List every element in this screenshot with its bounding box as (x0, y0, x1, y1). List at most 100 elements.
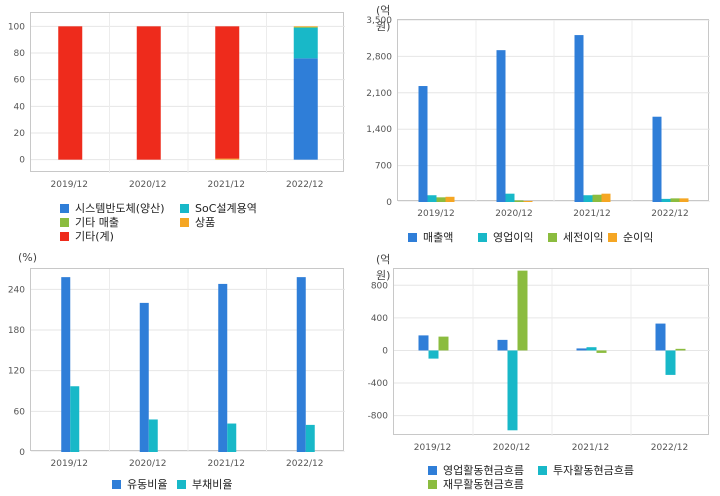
legend-swatch (60, 203, 69, 213)
x-tick-label: 2019/12 (51, 459, 88, 469)
y-tick-label: 0 (386, 198, 392, 208)
bar (596, 350, 607, 353)
bar (665, 350, 676, 375)
y-tick-label: 0 (19, 156, 25, 166)
bar (523, 200, 533, 202)
chart-1-axes: 0 20 40 60 80 100 2019/12 2020/12 2021/12 2022/12 (8, 22, 324, 190)
y-tick-label: 2,100 (366, 89, 392, 99)
legend-swatch (180, 203, 189, 213)
y-tick-label: -400 (368, 379, 389, 389)
legend-item[interactable]: 시스템반도체(양산) (60, 200, 165, 216)
bar (293, 27, 318, 28)
y-tick-label: 800 (371, 281, 388, 291)
y-tick-label: 3,500 (366, 16, 392, 26)
y-tick-label: -800 (368, 412, 389, 422)
legend-label: SoC설계용역 (195, 202, 257, 215)
y-tick-label: 700 (375, 162, 392, 172)
bar (305, 424, 315, 452)
legend-label: 세전이익 (563, 231, 604, 244)
legend-swatch (548, 232, 557, 242)
x-tick-label: 2022/12 (286, 180, 323, 190)
bar (58, 26, 83, 160)
bar (293, 26, 318, 27)
legend-label: 재무활동현금흐름 (443, 478, 524, 491)
legend-item[interactable]: 기타 매출 (60, 214, 119, 230)
legend-swatch (60, 231, 69, 241)
chart-1-plot (30, 12, 345, 173)
x-tick-label: 2022/12 (286, 459, 323, 469)
chart-3-plot (30, 268, 345, 453)
y-tick-label: 2,800 (366, 52, 392, 62)
chart-4-axes: -800 -400 0 400 800 2019/12 2020/12 2021/12 2022… (368, 281, 689, 453)
legend-item[interactable]: 기타(계) (60, 228, 114, 244)
legend-item[interactable]: 상품 (180, 214, 215, 230)
bar (139, 302, 149, 452)
bar (293, 58, 318, 160)
chart-2-plot (397, 19, 710, 203)
chart-4-plot (393, 268, 710, 436)
legend-label: 기타 매출 (75, 216, 119, 229)
legend-item[interactable]: 영업활동현금흐름 (428, 462, 524, 478)
legend-label: 투자활동현금흐름 (553, 464, 634, 477)
legend-item[interactable]: 유동비율 (112, 476, 167, 492)
bar (427, 195, 437, 202)
legend-item[interactable]: 순이익 (608, 229, 653, 245)
legend-label: 영업활동현금흐름 (443, 464, 524, 477)
y-tick-label: 180 (8, 326, 25, 336)
legend-swatch (538, 465, 547, 475)
legend-label: 영업이익 (493, 231, 534, 244)
x-tick-label: 2020/12 (495, 209, 532, 219)
chart-4-unit: (억원) (376, 253, 391, 282)
legend-item[interactable]: 재무활동현금흐름 (428, 476, 524, 492)
bar (296, 277, 306, 452)
y-tick-label: 80 (14, 49, 26, 59)
legend-swatch (608, 232, 617, 242)
chart-3-axes: 0 60 120 180 240 2019/12 2020/12 2021/12 2022/12 (8, 285, 324, 469)
y-tick-label: 400 (371, 314, 388, 324)
y-tick-label: 1,400 (366, 125, 392, 135)
legend-item[interactable]: 투자활동현금흐름 (538, 462, 634, 478)
x-tick-label: 2022/12 (651, 209, 688, 219)
legend-item[interactable]: 매출액 (408, 229, 453, 245)
y-tick-label: 240 (8, 285, 25, 295)
x-tick-label: 2021/12 (208, 459, 245, 469)
chart-2-axes: 0 700 1,400 2,100 2,800 3,500 2019/12 2020/12 20… (366, 16, 688, 219)
y-tick-label: 60 (14, 76, 26, 86)
chart-1-svg (31, 13, 345, 173)
bar (507, 350, 518, 431)
bar (428, 350, 439, 359)
legend-label: 매출액 (423, 231, 454, 244)
legend-item[interactable]: SoC설계용역 (180, 200, 257, 216)
x-tick-label: 2019/12 (414, 443, 451, 453)
bar (496, 50, 506, 202)
legend-swatch (408, 232, 417, 242)
bar (215, 26, 240, 159)
legend-swatch (177, 479, 186, 489)
bar (574, 35, 584, 202)
legend-item[interactable]: 영업이익 (478, 229, 533, 245)
legend-label: 기타(계) (75, 230, 114, 243)
x-tick-label: 2022/12 (651, 443, 688, 453)
bar (136, 26, 161, 160)
bar (517, 270, 528, 351)
y-tick-label: 0 (19, 448, 25, 458)
x-tick-label: 2021/12 (573, 209, 610, 219)
bar (601, 193, 611, 202)
legend-swatch (478, 232, 487, 242)
chart-4-svg (394, 269, 710, 436)
legend-item[interactable]: 부채비율 (177, 476, 232, 492)
bar (218, 283, 228, 452)
chart-2-unit: (억원) (376, 4, 391, 33)
x-tick-label: 2021/12 (572, 443, 609, 453)
bar (576, 348, 587, 351)
y-tick-label: 120 (8, 367, 25, 377)
x-tick-label: 2020/12 (493, 443, 530, 453)
bar (675, 348, 686, 351)
bar (418, 86, 428, 202)
legend-label: 상품 (195, 216, 216, 229)
y-tick-label: 20 (14, 129, 26, 139)
legend-item[interactable]: 세전이익 (548, 229, 603, 245)
y-tick-label: 40 (14, 102, 26, 112)
legend-label: 순이익 (623, 231, 654, 244)
bar (61, 277, 71, 452)
